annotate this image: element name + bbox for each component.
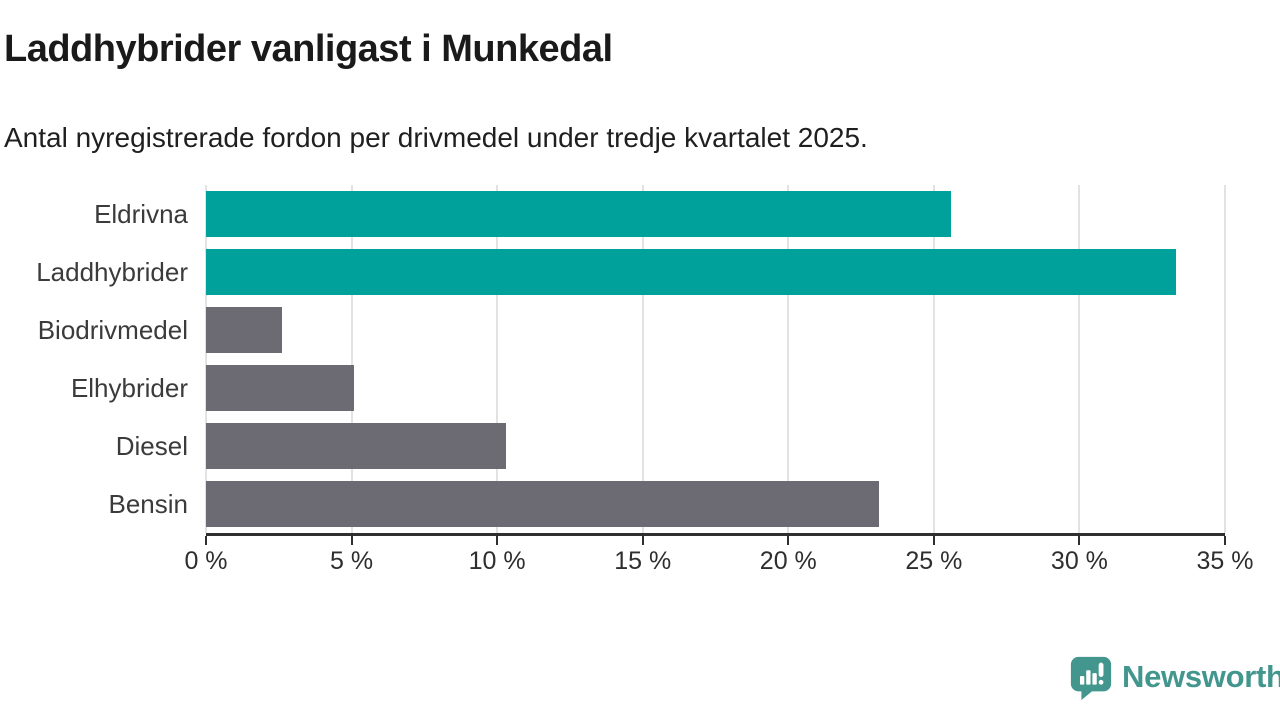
bar-rows: Eldrivna Laddhybrider Biodrivmedel Elhybrid… bbox=[0, 185, 1280, 533]
newsworthy-logo-text: Newsworthy bbox=[1122, 659, 1280, 694]
bar-row-eldrivna: Eldrivna bbox=[0, 185, 1280, 243]
gridline-30 bbox=[1078, 185, 1081, 533]
category-label: Elhybrider bbox=[70, 372, 188, 403]
chart-subtitle: Antal nyregistrerade fordon per drivmede… bbox=[4, 122, 868, 153]
category-label: Eldrivna bbox=[94, 198, 188, 229]
category-label: Bensin bbox=[108, 488, 189, 519]
x-axis: 0 % 5 % 10 % 15 % 20 % 25 % 30 % 35 % bbox=[184, 533, 1253, 575]
bar-track bbox=[206, 249, 1225, 295]
gridline-0 bbox=[205, 185, 207, 533]
bar-track bbox=[206, 365, 1225, 411]
bar-chart: Eldrivna Laddhybrider Biodrivmedel Elhybrid… bbox=[0, 185, 1280, 533]
speech-bubble-bar-chart-icon bbox=[1070, 656, 1112, 700]
bar-row-laddhybrider: Laddhybrider bbox=[0, 243, 1280, 301]
bar-track bbox=[206, 423, 1225, 469]
axis-tick-30 bbox=[1078, 536, 1081, 545]
axis-tick-5 bbox=[350, 536, 353, 545]
category-label: Biodrivmedel bbox=[37, 314, 188, 345]
bar-eldrivna bbox=[206, 191, 952, 237]
gridline-25 bbox=[932, 185, 935, 533]
category-label: Laddhybrider bbox=[36, 256, 188, 287]
bar-row-bensin: Bensin bbox=[0, 475, 1280, 533]
bar-bensin bbox=[206, 481, 879, 527]
bar-laddhybrider bbox=[206, 249, 1176, 295]
bar-biodrivmedel bbox=[206, 307, 282, 353]
gridline-20 bbox=[787, 185, 790, 533]
category-label: Diesel bbox=[115, 430, 188, 461]
axis-tick-35 bbox=[1224, 536, 1226, 545]
bar-track bbox=[206, 191, 1225, 237]
gridline-15 bbox=[641, 185, 644, 533]
newsworthy-logo[interactable]: Newsworthy bbox=[1068, 653, 1280, 701]
axis-tick-label: 5 % bbox=[330, 547, 374, 575]
axis-tick-label: 25 % bbox=[905, 547, 963, 575]
axis-tick-25 bbox=[932, 536, 935, 545]
bar-row-elhybrider: Elhybrider bbox=[0, 359, 1280, 417]
bar-row-biodrivmedel: Biodrivmedel bbox=[0, 301, 1280, 359]
axis-tick-15 bbox=[641, 536, 644, 545]
bar-track bbox=[206, 307, 1225, 353]
axis-tick-20 bbox=[787, 536, 790, 545]
gridline-35 bbox=[1224, 185, 1226, 533]
gridlines bbox=[205, 185, 1226, 533]
axis-tick-label: 30 % bbox=[1050, 547, 1108, 575]
axis-tick-label: 15 % bbox=[614, 547, 672, 575]
axis-tick-label: 0 % bbox=[184, 547, 228, 575]
axis-tick-label: 10 % bbox=[468, 547, 526, 575]
axis-tick-label: 35 % bbox=[1196, 547, 1254, 575]
axis-tick-label: 20 % bbox=[759, 547, 817, 575]
chart-title: Laddhybrider vanligast i Munkedal bbox=[4, 28, 613, 70]
axis-tick-0 bbox=[205, 536, 207, 545]
axis-tick-10 bbox=[496, 536, 499, 545]
bar-row-diesel: Diesel bbox=[0, 417, 1280, 475]
bar-diesel bbox=[206, 423, 506, 469]
bar-elhybrider bbox=[206, 365, 355, 411]
gridline-10 bbox=[496, 185, 499, 533]
gridline-5 bbox=[350, 185, 353, 533]
bar-track bbox=[206, 481, 1225, 527]
